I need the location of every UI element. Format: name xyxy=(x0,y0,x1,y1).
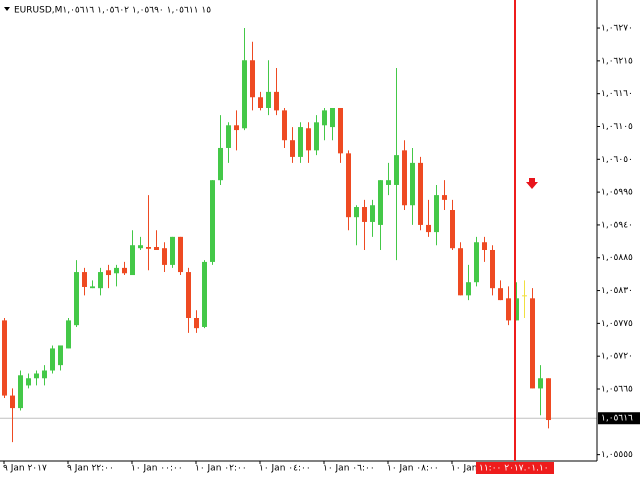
candle-body xyxy=(226,125,231,148)
cursor-label: ٢٠١٧.٠١.١٠ ١١:٠٠ xyxy=(479,464,549,474)
cursor-label-box xyxy=(476,462,554,474)
candle-body xyxy=(306,128,311,151)
candle-body xyxy=(58,345,63,366)
candle-body xyxy=(330,107,335,128)
current-price-box xyxy=(598,412,640,425)
candle-body xyxy=(442,195,447,200)
chart-title: EURUSD,M١٥ ١,٠٥٦١١ ١,٠٥٦٩٠ ١,٠٥٦٠٢ ١,٠٥٦… xyxy=(14,6,211,16)
candle-body xyxy=(178,236,183,273)
y-tick-label: ١,٠٥٥٥٥ xyxy=(601,450,633,460)
candle-body xyxy=(170,236,175,265)
x-tick-label: ١٠ Jan ٠٦:٠٠ xyxy=(323,464,375,474)
candle-body xyxy=(338,107,343,154)
candle-body xyxy=(114,267,119,274)
candle-body xyxy=(530,298,535,389)
x-tick-label: ١٠ Jan ٠٨:٠٠ xyxy=(387,464,439,474)
title-arrow xyxy=(4,7,10,11)
candle-body xyxy=(466,282,471,296)
candle-body xyxy=(130,245,135,276)
candle-body xyxy=(186,272,191,319)
candle-body xyxy=(50,348,55,371)
candle-body xyxy=(482,242,487,250)
candle-body xyxy=(458,248,463,296)
candle-body xyxy=(34,373,39,379)
candle-body xyxy=(234,125,239,131)
candle-body xyxy=(418,162,423,225)
y-tick-label: ١,٠٦١٦٠ xyxy=(601,89,633,99)
y-tick-label: ١,٠٦١٠٥ xyxy=(601,122,633,132)
candle-body xyxy=(522,295,527,297)
candle-body xyxy=(90,286,95,289)
candle-body xyxy=(506,298,511,321)
sell-arrow xyxy=(526,178,538,189)
y-tick-label: ١,٠٥٦٦٥ xyxy=(601,385,633,395)
candle-body xyxy=(162,248,167,265)
candle-body xyxy=(66,320,71,349)
candle-body xyxy=(138,245,143,249)
candle-body xyxy=(154,247,159,250)
y-tick-label: ١,٠٥٨٨٥ xyxy=(601,253,633,263)
candle-body xyxy=(314,122,319,151)
candle-body xyxy=(498,288,503,301)
candle-body xyxy=(2,320,7,396)
candle-body xyxy=(514,298,519,321)
y-tick-label: ١,٠٥٧٧٥ xyxy=(601,319,633,329)
y-tick-label: ١,٠٦٠٥٠ xyxy=(601,155,633,165)
y-tick-label: ١,٠٦٢١٥ xyxy=(601,56,633,66)
y-tick-label: ١,٠٥٨٣٠ xyxy=(601,286,633,296)
candle-body xyxy=(218,147,223,181)
y-tick-label: ١,٠٥٧٢٠ xyxy=(601,352,633,362)
candle-body xyxy=(82,272,87,287)
candle-body xyxy=(106,270,111,276)
candle-body xyxy=(346,153,351,218)
candle-body xyxy=(74,272,79,326)
candle-body xyxy=(362,207,367,222)
candle-body xyxy=(378,180,383,225)
candle-body xyxy=(258,97,263,108)
candle-body xyxy=(474,242,479,283)
candle-body xyxy=(394,155,399,185)
candle-body xyxy=(386,180,391,185)
candle-body xyxy=(434,195,439,233)
candle-body xyxy=(194,318,199,329)
x-tick-label: ٩ Jan ٢٠١٧ xyxy=(3,464,47,474)
candle-body xyxy=(42,370,47,379)
y-tick-label: ١,٠٥٩٤٠ xyxy=(601,220,633,230)
candle-body xyxy=(402,150,407,206)
candle-body xyxy=(490,249,495,289)
candle-body xyxy=(18,375,23,409)
candle-body xyxy=(354,207,359,218)
candle-body xyxy=(122,267,127,274)
x-tick-label: ١٠ Jan ٠٠:٠٠ xyxy=(131,464,183,474)
candle-body xyxy=(282,110,287,141)
candle-body xyxy=(250,60,255,98)
y-tick-label: ١,٠٥٩٩٥ xyxy=(601,188,633,198)
candle-body xyxy=(538,378,543,389)
candle-body xyxy=(98,272,103,289)
x-tick-label: ١٠ Jan ٠٢:٠٠ xyxy=(195,464,247,474)
candle-body xyxy=(298,127,303,157)
candle-body xyxy=(546,378,551,421)
candle-body xyxy=(426,224,431,233)
candle-body xyxy=(26,378,31,386)
candle-body xyxy=(10,395,15,409)
candle-body xyxy=(210,180,215,262)
candle-body xyxy=(410,162,415,206)
candle-body xyxy=(274,91,279,111)
candle-body xyxy=(322,110,327,126)
candle-body xyxy=(370,205,375,222)
x-tick-label: ٩ Jan ٢٢:٠٠ xyxy=(67,464,114,474)
x-tick-label: ١٠ Jan ٠٤:٠٠ xyxy=(259,464,311,474)
candle-body xyxy=(450,210,455,249)
y-tick-label: ١,٠٦٢٧٠ xyxy=(601,24,633,34)
plot-area xyxy=(0,28,597,443)
candle-body xyxy=(242,60,247,129)
candle-body xyxy=(146,247,151,249)
candle-body xyxy=(266,91,271,108)
current-price-label: ١,٠٥٦١٦ xyxy=(601,414,633,424)
candle-body xyxy=(202,261,207,327)
candle-body xyxy=(290,140,295,157)
